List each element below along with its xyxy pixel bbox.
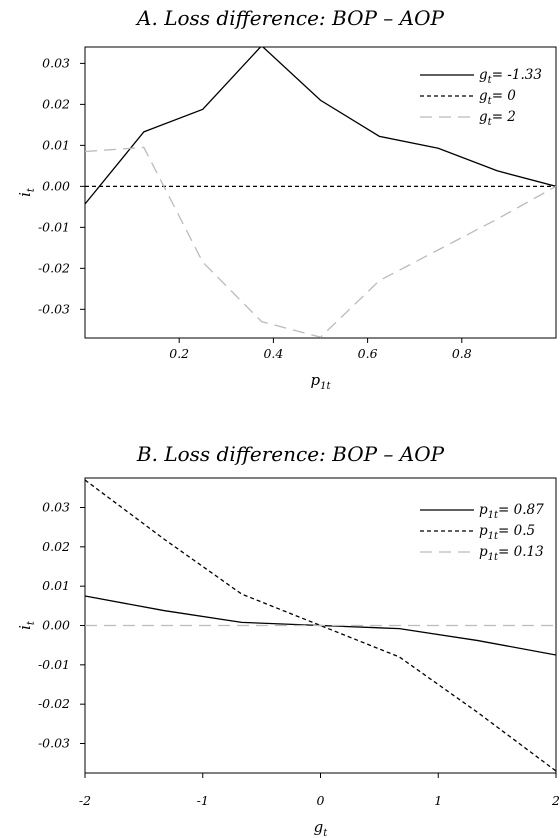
x-axis-label: gt — [314, 818, 329, 838]
y-tick-label: 0.02 — [42, 96, 70, 111]
chart-b: B. Loss difference: BOP – AOP 0.03 0.02 0.0… — [16, 442, 560, 838]
plot-frame — [84, 46, 557, 339]
series-line-3 — [85, 146, 556, 338]
legend-label-2: gt= 0 — [479, 88, 516, 107]
y-tick-label: 0.03 — [42, 500, 70, 515]
y-tick-label: 0.00 — [42, 178, 70, 193]
y-tick-label: 0.01 — [42, 578, 70, 593]
x-tick-label: -1 — [197, 793, 209, 808]
legend-label-3: p1t= 0.13 — [479, 544, 544, 563]
y-tick-label: 0.02 — [42, 539, 70, 554]
x-tick-label: 0.8 — [452, 346, 472, 361]
series-line-1 — [85, 47, 556, 205]
x-tick-label: 0.2 — [169, 346, 189, 361]
legend-label-2: p1t= 0.5 — [479, 523, 535, 542]
x-axis-label: p1t — [311, 371, 332, 392]
y-tick-label: -0.01 — [38, 219, 70, 234]
y-tick-label: -0.03 — [38, 736, 70, 751]
y-tick-label: -0.02 — [38, 696, 70, 711]
y-tick-label: 0.03 — [42, 55, 70, 70]
chart-title: B. Loss difference: BOP – AOP — [136, 442, 445, 466]
chart-title: A. Loss difference: BOP – AOP — [135, 6, 444, 30]
x-tick-label: 0.6 — [358, 346, 378, 361]
series-line-2 — [85, 479, 556, 772]
legend-label-1: gt= -1.33 — [479, 67, 542, 86]
x-tick-label: 2 — [551, 793, 560, 808]
y-tick-label: 0.01 — [42, 137, 70, 152]
y-axis-label: it — [16, 620, 37, 630]
legend-label-1: p1t= 0.87 — [479, 502, 544, 521]
legend-label-3: gt= 2 — [479, 109, 516, 128]
y-axis-label: it — [16, 187, 37, 197]
y-tick-label: -0.03 — [38, 301, 70, 316]
y-tick-label: -0.01 — [38, 657, 70, 672]
y-tick-label: -0.02 — [38, 260, 70, 275]
x-tick-label: -2 — [79, 793, 91, 808]
x-tick-label: 0 — [317, 793, 325, 808]
x-tick-label: 1 — [434, 793, 442, 808]
chart-a: A. Loss difference: BOP – AOP 0.03 0.02 0.0… — [16, 6, 557, 392]
x-tick-label: 0.4 — [263, 346, 283, 361]
y-tick-label: 0.00 — [42, 618, 70, 633]
